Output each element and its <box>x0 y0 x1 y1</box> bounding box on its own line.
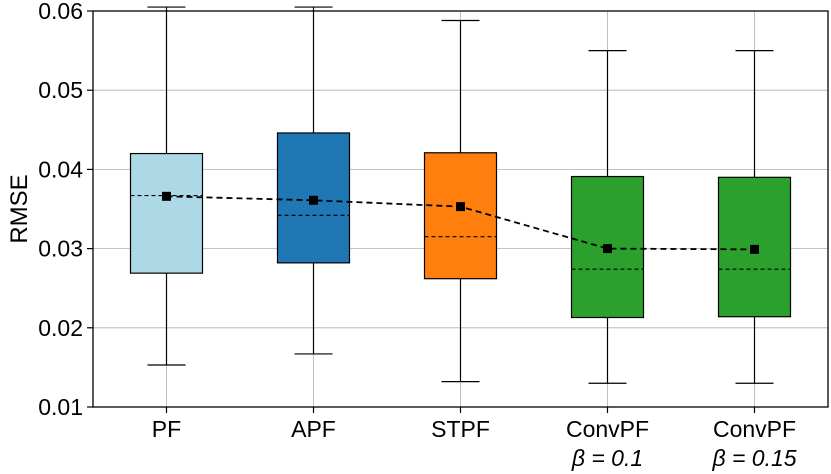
y-tick-label: 0.01 <box>38 394 83 420</box>
y-tick-label: 0.06 <box>38 0 83 24</box>
box-3 <box>570 49 645 384</box>
x-tick-label: STPF <box>431 416 490 442</box>
y-tick-label: 0.03 <box>38 236 83 262</box>
x-tick-label: ConvPF <box>713 416 796 442</box>
iqr-box <box>423 152 498 280</box>
box-4 <box>717 49 792 384</box>
y-axis-label: RMSE <box>6 174 33 243</box>
y-axis: 0.01 0.02 0.03 0.04 0.05 0.06 <box>38 0 93 420</box>
box-layer <box>129 6 792 384</box>
mean-layer <box>162 191 759 254</box>
iqr-box <box>129 152 204 274</box>
x-tick-sublabel: β = 0.15 <box>711 445 796 471</box>
x-tick-sublabel: β = 0.1 <box>571 445 643 471</box>
x-tick-label: PF <box>152 416 181 442</box>
mean-marker <box>603 244 612 254</box>
box-2 <box>423 19 498 383</box>
x-tick-label: ConvPF <box>566 416 649 442</box>
box-1 <box>276 6 351 355</box>
y-tick-label: 0.02 <box>38 315 83 341</box>
mean-marker <box>750 244 759 254</box>
x-tick-label: APF <box>291 416 336 442</box>
y-tick-label: 0.04 <box>38 156 83 182</box>
x-axis: PF APF STPF ConvPF β = 0.1 ConvPF β = 0.15 <box>152 407 797 471</box>
y-tick-label: 0.05 <box>38 77 83 103</box>
box-0 <box>129 6 204 366</box>
mean-marker <box>309 195 318 205</box>
mean-marker <box>456 202 465 212</box>
mean-marker <box>162 191 171 201</box>
